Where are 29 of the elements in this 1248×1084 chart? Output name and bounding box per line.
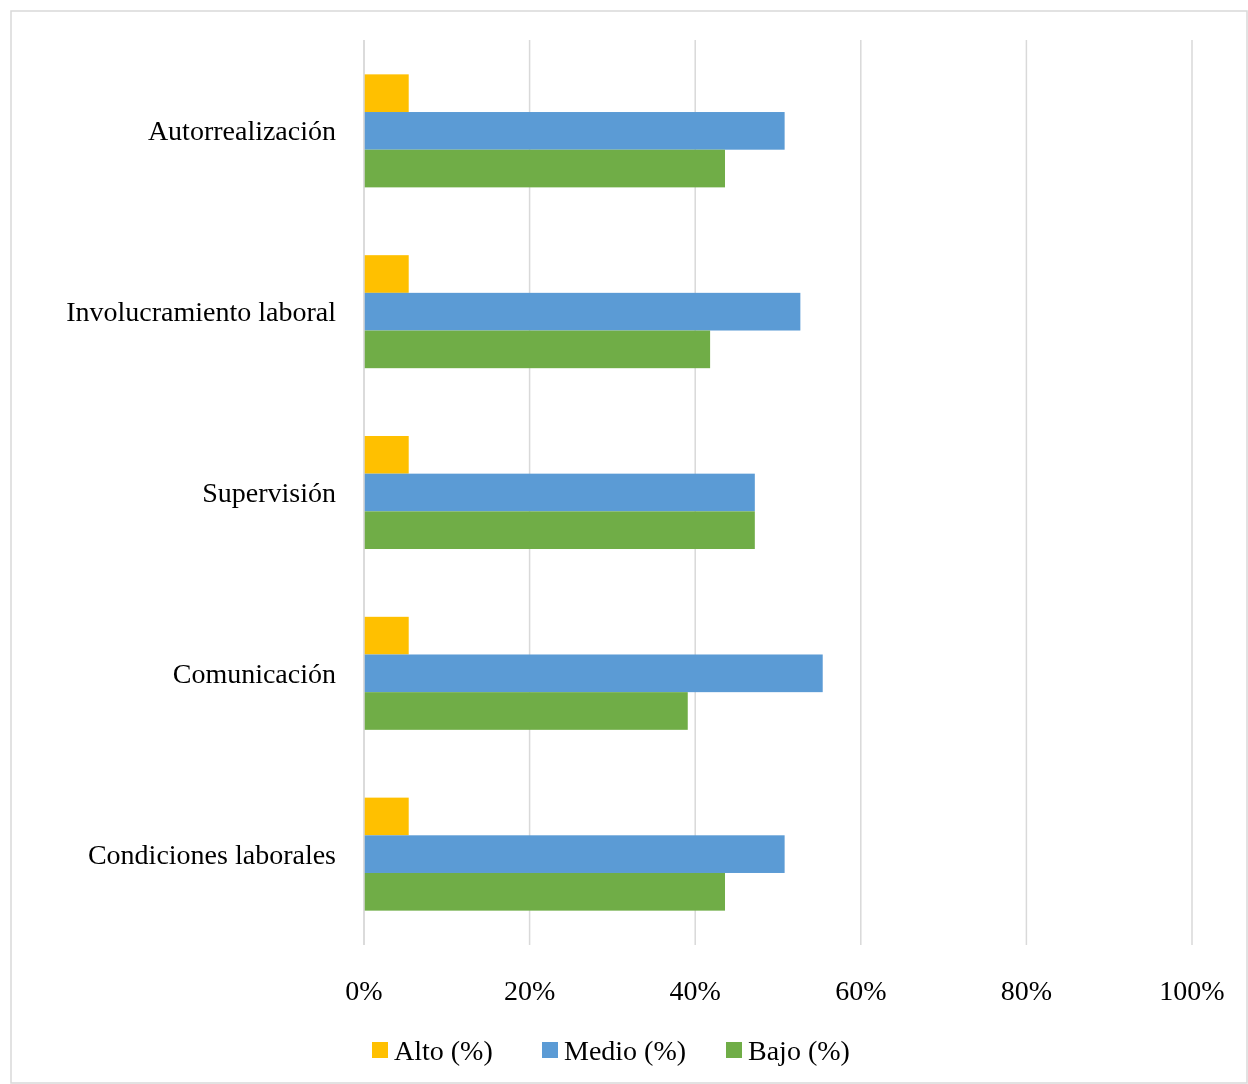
x-tick-label: 0% xyxy=(345,974,383,1006)
bar xyxy=(364,797,409,836)
bar xyxy=(364,149,726,188)
bar xyxy=(364,255,409,293)
bar xyxy=(364,692,688,730)
y-tick-label: Involucramiento laboral xyxy=(66,296,337,328)
x-tick-label: 80% xyxy=(1000,974,1053,1006)
bar xyxy=(364,872,726,911)
y-tick-label: Autorrealización xyxy=(147,115,336,147)
bar xyxy=(364,435,409,474)
x-tick-label: 20% xyxy=(503,974,556,1006)
x-tick-label: 100% xyxy=(1159,974,1225,1006)
x-tick-label: 60% xyxy=(835,974,887,1006)
bar xyxy=(364,835,785,873)
legend-label: Medio (%) xyxy=(564,1034,687,1066)
legend-label: Alto (%) xyxy=(394,1034,493,1066)
bar xyxy=(364,330,711,369)
bar xyxy=(364,511,755,550)
bar xyxy=(364,473,755,512)
bar xyxy=(364,74,409,113)
bar xyxy=(364,654,823,693)
y-tick-label: Condiciones laborales xyxy=(87,838,336,870)
y-tick-label: Supervisión xyxy=(202,477,336,508)
x-tick-label: 40% xyxy=(669,974,721,1006)
bar xyxy=(364,112,785,150)
y-tick-label: Comunicación xyxy=(172,657,336,689)
bar xyxy=(364,616,409,655)
legend-label: Bajo (%) xyxy=(748,1034,850,1066)
bar xyxy=(364,292,801,331)
